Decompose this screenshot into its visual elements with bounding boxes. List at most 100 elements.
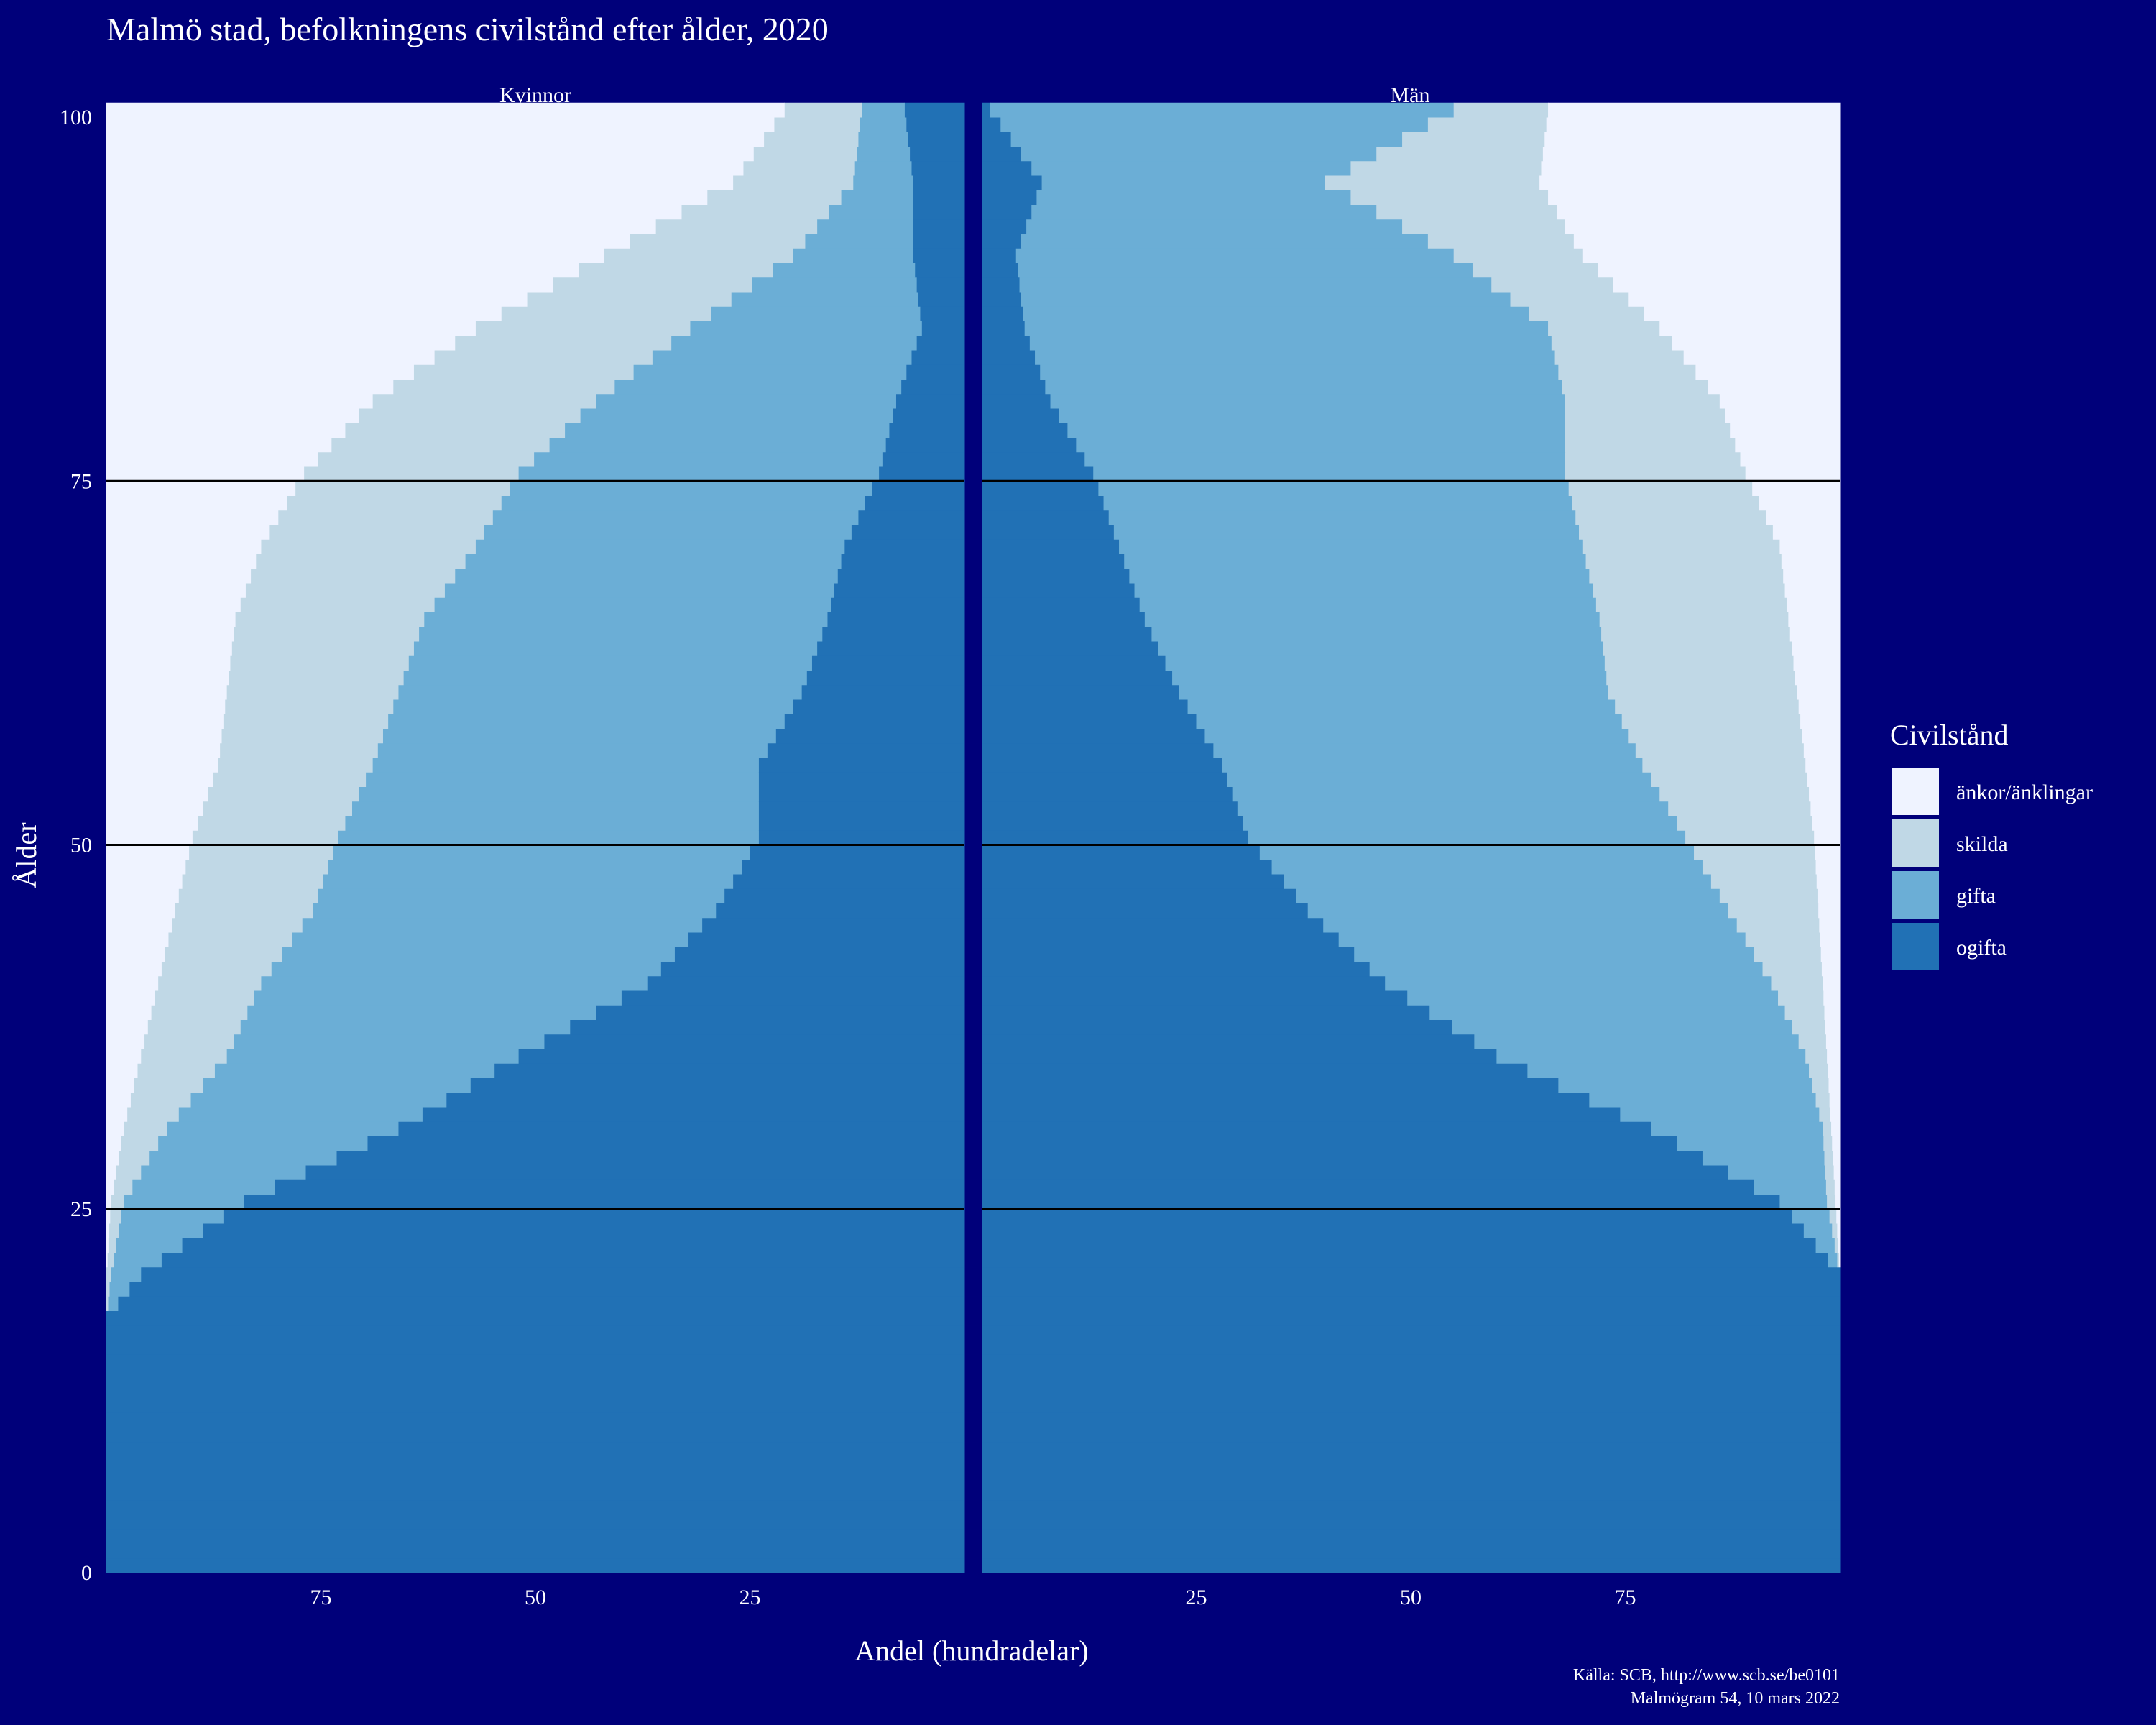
bar-kvinnor-änkoränklingar-age-55 (106, 758, 218, 773)
bar-man-skilda-age-24 (1829, 1208, 1837, 1224)
bar-man-skilda-age-49 (1694, 845, 1815, 860)
bar-man-gifta-age-46 (1296, 888, 1720, 903)
bar-man-änkoränklingar-age-65 (1788, 612, 1841, 627)
bar-kvinnor-ogifta-age-11 (106, 1398, 965, 1413)
bar-kvinnor-skilda-age-48 (185, 859, 328, 875)
bar-kvinnor-ogifta-age-7 (106, 1456, 965, 1471)
bar-kvinnor-ogifta-age-8 (106, 1441, 965, 1457)
bar-kvinnor-ogifta-age-87 (918, 292, 965, 307)
x-tick-label-man-50: 50 (1400, 1586, 1422, 1609)
bar-kvinnor-skilda-age-26 (113, 1179, 133, 1195)
bar-man-ogifta-age-53 (982, 786, 1233, 802)
bar-kvinnor-gifta-age-50 (338, 830, 759, 845)
bar-kvinnor-skilda-age-98 (763, 132, 859, 147)
bar-man-skilda-age-88 (1491, 277, 1614, 293)
bar-kvinnor-änkoränklingar-age-43 (106, 932, 169, 947)
x-tick-label-kvinnor-75: 75 (310, 1586, 332, 1609)
bar-man-ogifta-age-43 (982, 932, 1340, 947)
bar-man-änkoränklingar-age-21 (1838, 1252, 1841, 1268)
bar-kvinnor-gifta-age-24 (121, 1208, 224, 1224)
bar-man-ogifta-age-58 (982, 714, 1197, 729)
bar-kvinnor-skilda-age-28 (118, 1150, 150, 1166)
bar-kvinnor-änkoränklingar-age-28 (106, 1150, 119, 1166)
bar-man-ogifta-age-62 (982, 656, 1166, 671)
bar-kvinnor-gifta-age-56 (377, 742, 768, 758)
bar-man-skilda-age-65 (1599, 612, 1789, 627)
bar-man-änkoränklingar-age-57 (1802, 728, 1841, 744)
bar-man-ogifta-age-28 (982, 1150, 1703, 1166)
bar-kvinnor-gifta-age-83 (652, 350, 912, 365)
bar-man-skilda-age-83 (1554, 350, 1685, 365)
bar-man-gifta-age-95 (1041, 175, 1326, 190)
bar-kvinnor-ogifta-age-88 (916, 277, 965, 293)
bar-kvinnor-änkoränklingar-age-80 (106, 393, 373, 409)
bar-man-gifta-age-21 (1828, 1252, 1838, 1268)
bar-kvinnor-gifta-age-41 (271, 961, 661, 977)
bar-kvinnor-gifta-age-85 (689, 321, 922, 336)
bar-kvinnor-skilda-age-23 (109, 1223, 119, 1238)
bar-kvinnor-änkoränklingar-age-92 (106, 218, 656, 234)
bar-man-änkoränklingar-age-45 (1818, 903, 1841, 919)
bar-man-ogifta-age-12 (982, 1383, 1841, 1399)
bar-kvinnor-gifta-age-87 (731, 292, 919, 307)
bar-man-änkoränklingar-age-84 (1671, 335, 1841, 351)
bar-kvinnor-änkoränklingar-age-73 (106, 495, 287, 511)
bar-man-ogifta-age-95 (982, 175, 1043, 190)
bar-man-ogifta-age-32 (982, 1092, 1590, 1108)
bar-man-änkoränklingar-age-77 (1735, 437, 1841, 453)
bar-man-gifta-age-54 (1227, 772, 1651, 787)
bar-kvinnor-ogifta-age-76 (882, 451, 965, 467)
bar-man-änkoränklingar-age-29 (1832, 1136, 1841, 1151)
bar-man-änkoränklingar-age-30 (1831, 1121, 1841, 1136)
bar-man-skilda-age-43 (1745, 932, 1821, 947)
bar-man-gifta-age-63 (1158, 641, 1603, 656)
bar-kvinnor-ogifta-age-54 (758, 772, 965, 787)
bar-kvinnor-änkoränklingar-age-98 (106, 132, 765, 147)
bar-man-ogifta-age-56 (982, 742, 1214, 758)
bar-man-ogifta-age-60 (982, 684, 1180, 700)
bar-kvinnor-gifta-age-59 (392, 699, 793, 714)
y-tick-label-50: 50 (70, 834, 92, 857)
bar-kvinnor-änkoränklingar-age-82 (106, 364, 414, 380)
bar-man-gifta-age-47 (1284, 874, 1712, 889)
bar-kvinnor-änkoränklingar-age-24 (106, 1208, 111, 1224)
bar-kvinnor-ogifta-age-77 (885, 437, 965, 453)
bar-man-änkoränklingar-age-54 (1807, 772, 1841, 787)
bar-man-gifta-age-97 (1021, 146, 1377, 162)
bar-kvinnor-skilda-age-54 (213, 772, 367, 787)
bar-kvinnor-gifta-age-91 (804, 234, 913, 249)
bar-kvinnor-ogifta-age-24 (223, 1208, 965, 1224)
bar-man-änkoränklingar-age-23 (1837, 1223, 1841, 1238)
chart-title: Malmö stad, befolkningens civilstånd eft… (106, 11, 829, 47)
bar-man-ogifta-age-74 (982, 481, 1099, 496)
bar-kvinnor-skilda-age-34 (137, 1063, 215, 1078)
bar-man-gifta-age-42 (1354, 947, 1755, 962)
bar-kvinnor-ogifta-age-13 (106, 1368, 965, 1384)
bar-man-ogifta-age-0 (982, 1558, 1841, 1573)
bar-kvinnor-gifta-age-81 (614, 379, 902, 395)
legend-swatch-ogifta (1892, 923, 1939, 970)
bar-kvinnor-ogifta-age-71 (851, 525, 965, 540)
bar-man-skilda-age-29 (1823, 1136, 1833, 1151)
bar-man-skilda-age-72 (1575, 510, 1766, 525)
bar-man-skilda-age-41 (1762, 961, 1823, 977)
bar-man-skilda-age-37 (1792, 1019, 1826, 1035)
bar-kvinnor-skilda-age-88 (552, 277, 752, 293)
bar-man-gifta-age-81 (1045, 379, 1562, 395)
bar-kvinnor-änkoränklingar-age-79 (106, 408, 359, 423)
bar-man-ogifta-age-93 (982, 204, 1032, 220)
bar-kvinnor-änkoränklingar-age-36 (106, 1034, 145, 1049)
bar-man-änkoränklingar-age-85 (1659, 321, 1841, 336)
bar-man-skilda-age-92 (1402, 218, 1566, 234)
bar-man-ogifta-age-51 (982, 816, 1243, 831)
bar-kvinnor-ogifta-age-79 (892, 408, 965, 423)
bar-kvinnor-gifta-age-34 (214, 1063, 495, 1078)
bar-kvinnor-gifta-age-55 (372, 758, 759, 773)
bar-man-gifta-age-32 (1589, 1092, 1817, 1108)
bar-man-änkoränklingar-age-42 (1820, 947, 1841, 962)
bar-kvinnor-ogifta-age-25 (244, 1194, 965, 1210)
bar-man-skilda-age-84 (1551, 335, 1672, 351)
bar-man-gifta-age-53 (1232, 786, 1660, 802)
bar-man-änkoränklingar-age-60 (1797, 684, 1841, 700)
bar-man-gifta-age-22 (1815, 1238, 1835, 1253)
